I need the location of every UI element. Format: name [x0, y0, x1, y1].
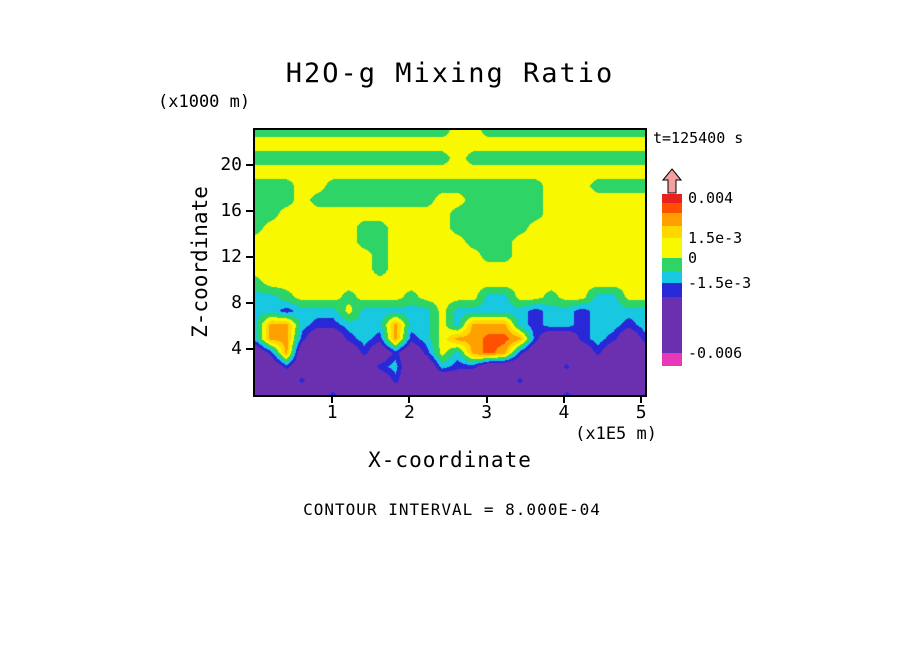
colorbar-arrow: [662, 168, 682, 194]
colorbar-segment: [662, 225, 682, 239]
y-tick-label: 16: [220, 199, 242, 221]
x-axis-title: X-coordinate: [368, 448, 532, 472]
y-tick-mark: [246, 163, 254, 166]
colorbar-segment: [662, 212, 682, 226]
colorbar-label: 0: [688, 248, 698, 267]
y-tick-mark: [246, 301, 254, 304]
contour-canvas: [255, 130, 645, 395]
y-axis-title: Z-coordinate: [188, 186, 212, 338]
x-tick-mark: [562, 396, 565, 403]
plot-area: [253, 128, 647, 397]
contour-interval-note: CONTOUR INTERVAL = 8.000E-04: [303, 500, 601, 519]
chart-title: H2O-g Mixing Ratio: [285, 58, 615, 89]
y-tick-label: 12: [220, 245, 242, 267]
colorbar-label: 0.004: [688, 188, 734, 207]
colorbar-label: -1.5e-3: [688, 273, 752, 292]
y-tick-label: 20: [220, 153, 242, 175]
colorbar-label: -0.006: [688, 343, 743, 362]
colorbar-segment: [662, 194, 682, 204]
time-annotation: t=125400 s: [653, 129, 744, 147]
x-tick-label: 5: [635, 402, 647, 423]
x-axis-units-label: (x1E5 m): [575, 424, 657, 444]
x-tick-label: 3: [481, 402, 493, 423]
y-tick-mark: [246, 209, 254, 212]
x-tick-mark: [485, 396, 488, 403]
colorbar-segment: [662, 257, 682, 272]
x-tick-label: 1: [326, 402, 338, 423]
y-tick-label: 4: [231, 337, 242, 359]
colorbar-label: 1.5e-3: [688, 229, 743, 248]
x-tick-label: 4: [558, 402, 570, 423]
colorbar-segment: [662, 238, 682, 258]
y-tick-mark: [246, 255, 254, 258]
y-tick-mark: [246, 347, 254, 350]
colorbar-segment: [662, 297, 682, 353]
y-axis-units-label: (x1000 m): [158, 92, 251, 112]
colorbar-segment: [662, 203, 682, 213]
x-tick-mark: [331, 396, 334, 403]
x-tick-mark: [640, 396, 643, 403]
y-tick-label: 8: [231, 291, 242, 313]
colorbar-segment: [662, 271, 682, 283]
x-tick-label: 2: [404, 402, 415, 423]
colorbar-segment: [662, 282, 682, 298]
x-tick-mark: [408, 396, 411, 403]
colorbar: [662, 168, 682, 368]
colorbar-segment: [662, 352, 682, 366]
